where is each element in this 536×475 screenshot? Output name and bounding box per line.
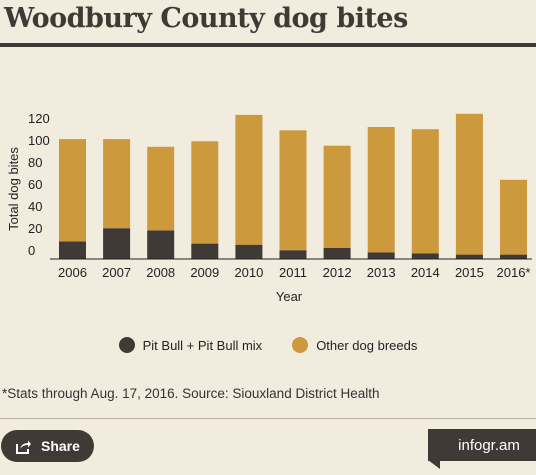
- y-tick-label: 20: [28, 221, 42, 236]
- bar-other-breeds-2016: [500, 179, 527, 255]
- bar-other-breeds-2009: [191, 141, 219, 244]
- bar-pit-bull-2010: [235, 244, 263, 259]
- bar-other-breeds-2008: [147, 146, 175, 231]
- y-tick-label: 0: [28, 243, 35, 258]
- legend: Pit Bull + Pit Bull mix Other dog breeds: [0, 337, 536, 353]
- x-tick-label: 2012: [323, 265, 352, 280]
- y-tick-labels: 0 20 40 60 80 100 120: [28, 111, 50, 258]
- footer-divider: [0, 418, 536, 419]
- bars-group: [59, 113, 527, 259]
- bar-other-breeds-2015: [455, 113, 483, 255]
- bar-pit-bull-2011: [279, 250, 307, 259]
- x-axis-label: Year: [276, 289, 303, 304]
- infogram-brand-link[interactable]: infogr.am: [428, 429, 536, 461]
- legend-label-other-breeds: Other dog breeds: [316, 337, 418, 353]
- bar-pit-bull-2016: [500, 254, 527, 259]
- legend-item-other-breeds: Other dog breeds: [292, 337, 417, 353]
- bar-chart: 0 20 40 60 80 100 120 2006 2007 2008 2009 2010 2011…: [6, 111, 532, 304]
- x-tick-label: 2007: [102, 265, 131, 280]
- source-footnote: *Stats through Aug. 17, 2016. Source: Si…: [2, 386, 380, 401]
- x-tick-label: 2009: [190, 265, 219, 280]
- x-tick-label: 2011: [279, 265, 307, 280]
- bar-other-breeds-2007: [103, 139, 131, 229]
- share-icon: [16, 440, 31, 454]
- bar-pit-bull-2007: [103, 228, 131, 259]
- x-tick-label: 2010: [234, 265, 263, 280]
- bar-other-breeds-2011: [279, 130, 307, 251]
- legend-item-pit-bull: Pit Bull + Pit Bull mix: [118, 337, 263, 353]
- legend-label-pit-bull: Pit Bull + Pit Bull mix: [142, 337, 263, 353]
- bar-pit-bull-2015: [455, 254, 483, 259]
- y-tick-label: 60: [28, 177, 42, 192]
- share-button[interactable]: Share: [1, 430, 94, 462]
- bar-pit-bull-2008: [147, 230, 175, 259]
- chart-title: Woodbury County dog bites: [4, 3, 408, 34]
- bar-other-breeds-2010: [235, 114, 263, 245]
- y-tick-label: 40: [28, 199, 42, 214]
- y-tick-label: 120: [28, 111, 50, 126]
- x-tick-label: 2013: [367, 265, 396, 280]
- x-tick-label: 2015: [455, 265, 484, 280]
- legend-swatch-pit-bull: [118, 337, 135, 353]
- bar-pit-bull-2014: [411, 253, 439, 259]
- title-divider: [0, 43, 536, 47]
- x-tick-label: 2006: [58, 265, 87, 280]
- x-tick-label: 2014: [411, 265, 440, 280]
- bar-other-breeds-2006: [59, 139, 86, 242]
- y-tick-label: 80: [28, 155, 42, 170]
- bar-pit-bull-2006: [59, 241, 86, 259]
- bar-other-breeds-2013: [367, 127, 395, 253]
- x-tick-label: 2008: [146, 265, 175, 280]
- legend-swatch-other-breeds: [292, 337, 309, 353]
- share-label: Share: [41, 438, 80, 454]
- x-tick-label: 2016*: [497, 265, 531, 280]
- bar-pit-bull-2012: [323, 248, 351, 259]
- bar-pit-bull-2013: [367, 252, 395, 259]
- x-tick-labels: 2006 2007 2008 2009 2010 2011 2012 2013 2014 2015…: [58, 265, 530, 280]
- y-axis-label: Total dog bites: [6, 147, 21, 231]
- bar-other-breeds-2012: [323, 145, 351, 248]
- y-tick-label: 100: [28, 133, 50, 148]
- bar-other-breeds-2014: [411, 129, 439, 254]
- brand-notch: [428, 460, 440, 469]
- bar-pit-bull-2009: [191, 243, 219, 259]
